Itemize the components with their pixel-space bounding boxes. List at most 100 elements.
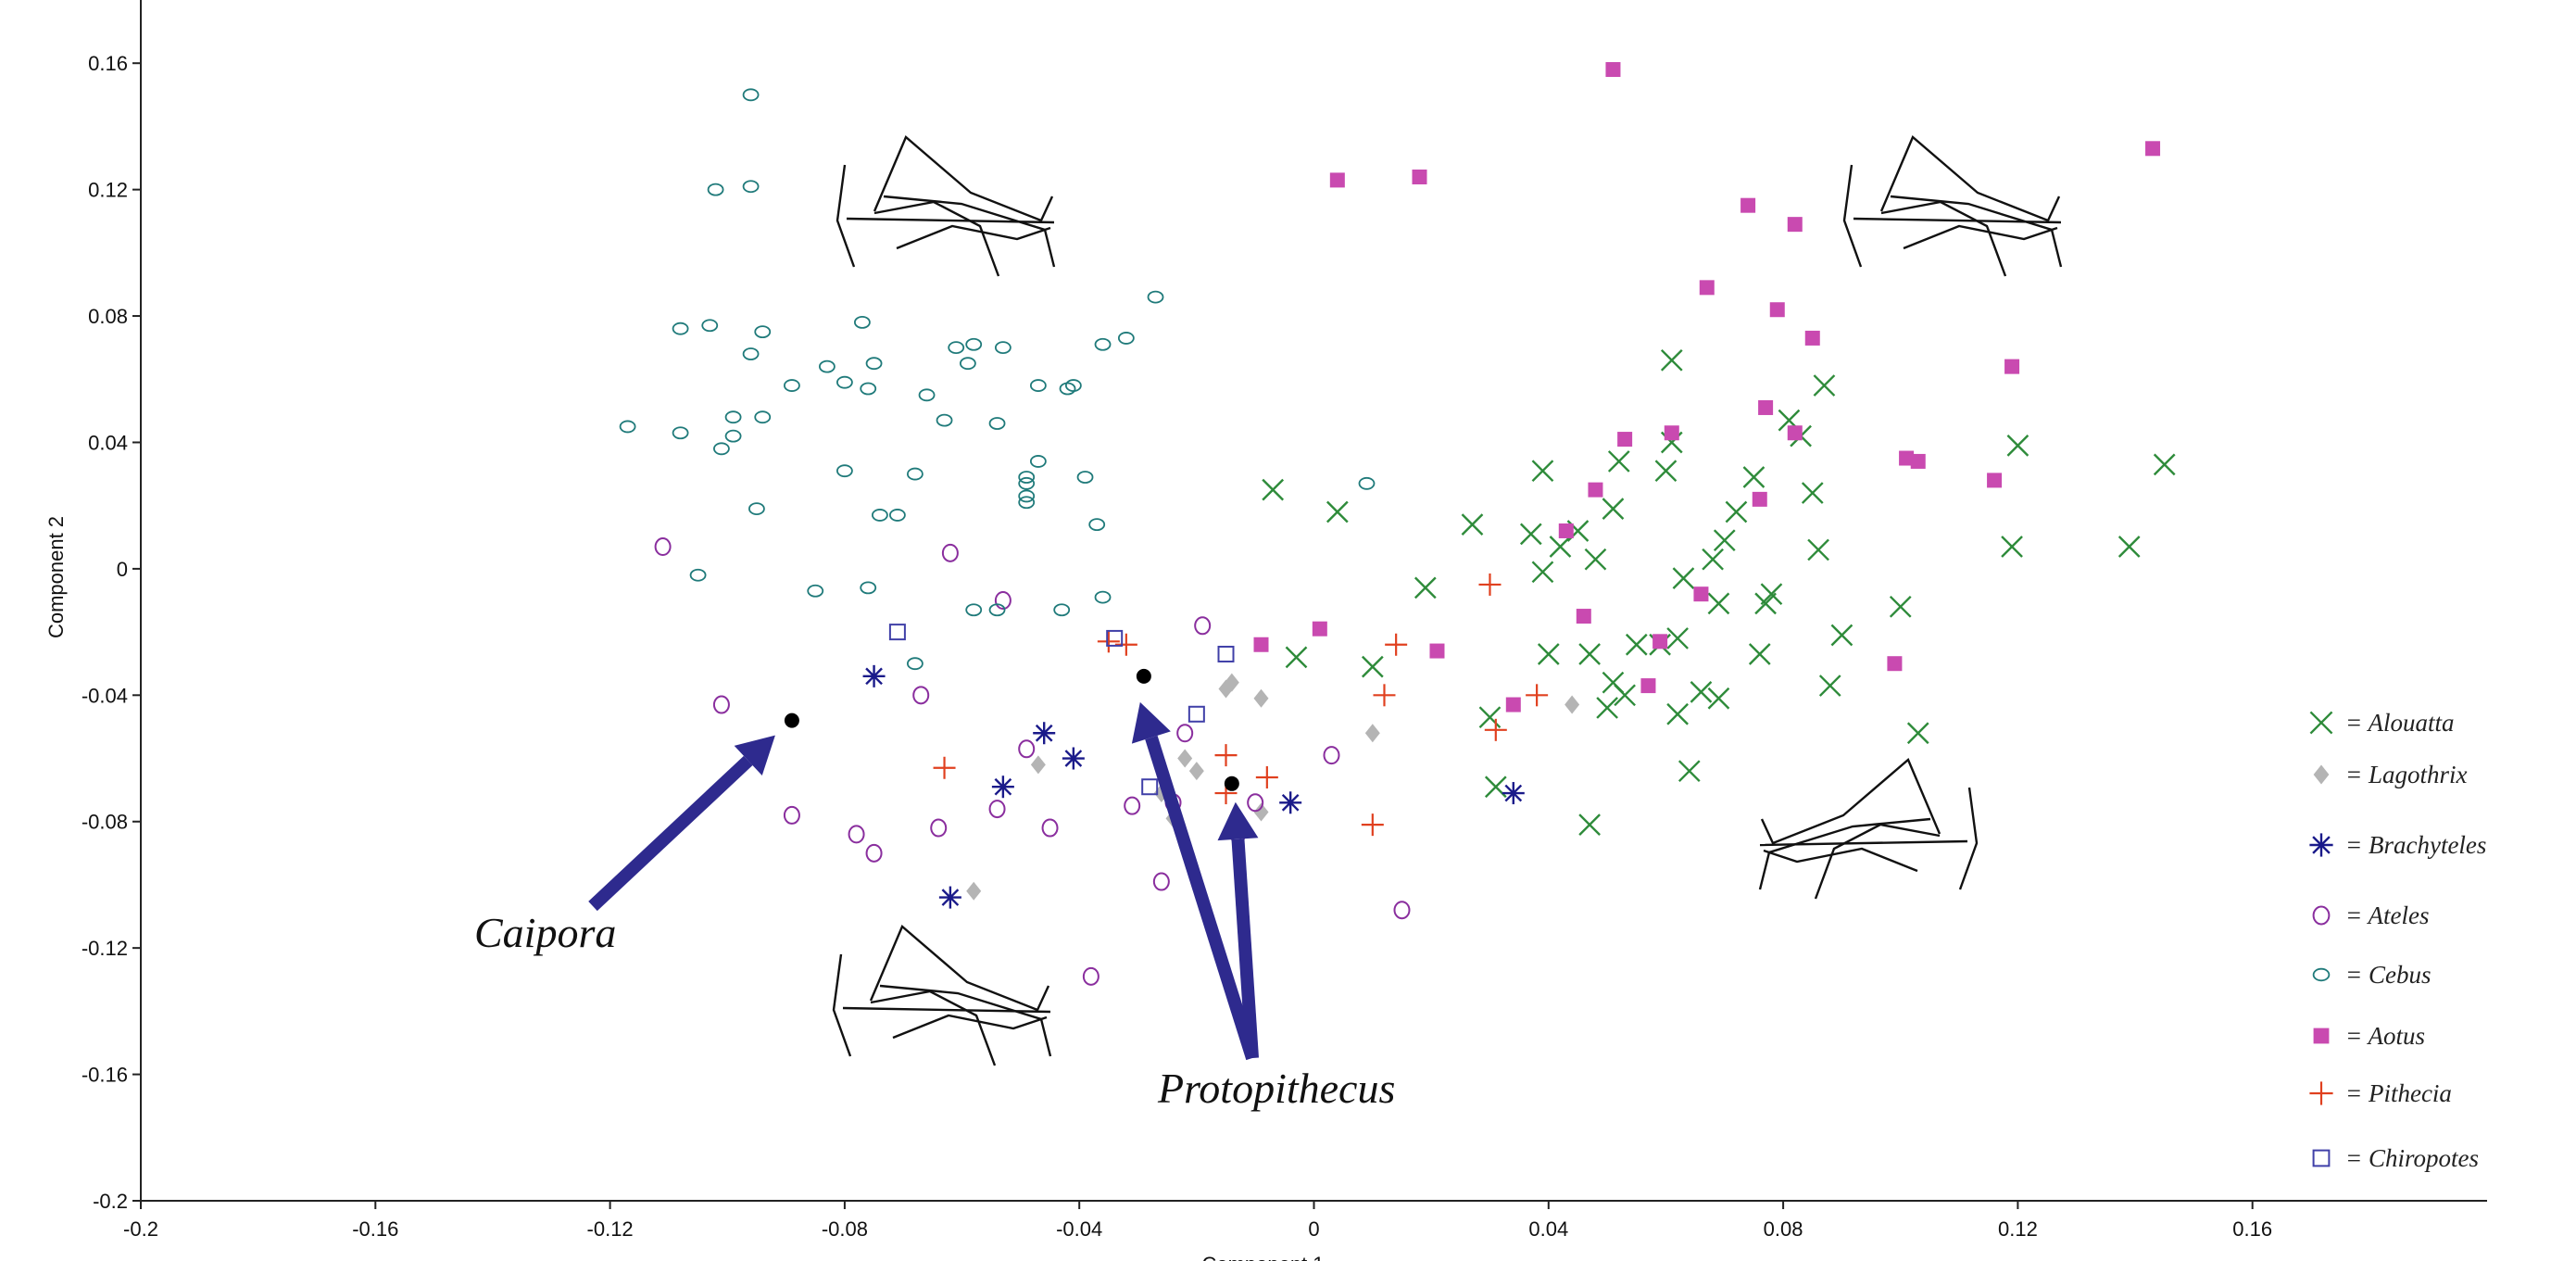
x-mark-stroke xyxy=(1742,466,1766,488)
data-point xyxy=(1910,453,1926,469)
x-mark-stroke xyxy=(1801,482,1824,504)
open-square-mark xyxy=(2312,1149,2331,1167)
x-axis-title: Component 1 xyxy=(1201,1253,1324,1261)
ellipse-mark xyxy=(871,509,888,522)
ellipse-mark xyxy=(948,341,965,355)
data-point xyxy=(1097,630,1120,653)
circle-mark xyxy=(712,695,730,714)
x-mark-stroke xyxy=(1813,374,1836,397)
x-mark-stroke xyxy=(1484,776,1507,799)
data-point xyxy=(1323,746,1340,765)
data-point xyxy=(1385,633,1408,656)
square-mark xyxy=(1987,473,2003,488)
ellipse-mark xyxy=(906,657,924,671)
ellipse-mark xyxy=(1117,332,1135,345)
open-square-mark xyxy=(1187,705,1205,723)
series-square xyxy=(1253,62,2161,712)
x-mark-stroke xyxy=(1725,500,1748,523)
data-point xyxy=(1660,348,1683,372)
data-point xyxy=(1114,633,1137,656)
skull-line xyxy=(873,200,1000,277)
ellipse-mark xyxy=(988,603,1006,617)
ellipse-mark xyxy=(742,88,760,102)
data-point xyxy=(1537,643,1560,665)
data-point xyxy=(1713,529,1736,552)
square-mark xyxy=(1910,453,1926,469)
ellipse-mark xyxy=(860,382,877,396)
data-point xyxy=(906,657,924,671)
square-mark xyxy=(1505,697,1521,712)
legend-entry: = Pithecia xyxy=(2309,1079,2452,1107)
circle-mark xyxy=(941,543,959,562)
ellipse-mark xyxy=(918,388,936,402)
circle-mark xyxy=(1041,818,1059,838)
circle-mark xyxy=(1194,616,1212,636)
data-point xyxy=(1889,595,1912,618)
ellipse-mark xyxy=(865,357,883,371)
data-point xyxy=(754,325,772,339)
square-mark xyxy=(1605,62,1621,78)
circle-mark xyxy=(1152,872,1170,891)
x-mark-stroke xyxy=(1531,561,1554,584)
asterisk-mark-stroke xyxy=(1064,750,1083,767)
ellipse-mark xyxy=(784,379,800,392)
data-point xyxy=(1664,425,1679,441)
data-point xyxy=(888,624,906,641)
square-mark xyxy=(1804,330,1820,346)
x-mark-stroke xyxy=(1578,813,1601,836)
data-point xyxy=(1064,379,1082,392)
x-mark-stroke xyxy=(1754,592,1777,615)
data-point xyxy=(938,886,961,909)
x-tick-label: -0.2 xyxy=(123,1217,158,1241)
data-point xyxy=(1253,802,1269,822)
diamond-mark xyxy=(1224,673,1239,692)
data-point xyxy=(754,410,772,424)
skull-line xyxy=(892,1014,1048,1040)
x-mark-stroke xyxy=(2153,453,2176,476)
ellipse-mark xyxy=(1018,471,1036,484)
data-point xyxy=(1253,637,1269,652)
diamond-mark xyxy=(1177,749,1193,768)
data-point xyxy=(1106,629,1124,647)
data-point xyxy=(1364,724,1380,743)
diamond-mark xyxy=(1188,762,1204,781)
data-point xyxy=(1124,796,1141,815)
data-point xyxy=(1576,609,1591,624)
data-point xyxy=(1690,681,1713,703)
ellipse-mark xyxy=(1094,590,1112,604)
y-tick-label: 0 xyxy=(117,558,128,581)
data-point xyxy=(1625,633,1648,656)
data-point xyxy=(966,881,982,901)
x-mark-stroke xyxy=(1285,646,1308,669)
data-point xyxy=(707,183,724,196)
data-point xyxy=(1748,643,1771,665)
skull-line xyxy=(1958,787,1979,890)
square-mark xyxy=(2313,1028,2330,1044)
ellipse-mark xyxy=(965,603,983,617)
ellipse-mark xyxy=(836,464,853,478)
data-point xyxy=(918,388,936,402)
ellipse-mark xyxy=(754,325,772,339)
skull-line xyxy=(879,984,1052,1057)
data-point xyxy=(906,467,924,481)
ellipse-mark xyxy=(1029,379,1047,392)
data-point xyxy=(988,603,1006,617)
circle-mark xyxy=(1124,796,1141,815)
data-point xyxy=(672,426,689,440)
ellipse-mark xyxy=(860,581,877,595)
ellipse-mark xyxy=(1076,471,1094,484)
data-point xyxy=(1373,684,1396,707)
circle-mark xyxy=(865,843,883,863)
square-mark xyxy=(1617,432,1633,448)
x-mark-stroke xyxy=(1666,627,1689,649)
ellipse-mark xyxy=(1018,476,1036,490)
arrow-head xyxy=(1217,801,1259,841)
square-mark xyxy=(1652,634,1668,649)
ellipse-mark xyxy=(2312,967,2331,982)
protopithecus-label: Protopithecus xyxy=(1157,1065,1395,1112)
square-mark xyxy=(1740,197,1756,213)
data-point xyxy=(1699,280,1715,296)
data-point xyxy=(994,591,1012,610)
ellipse-mark xyxy=(965,337,983,351)
